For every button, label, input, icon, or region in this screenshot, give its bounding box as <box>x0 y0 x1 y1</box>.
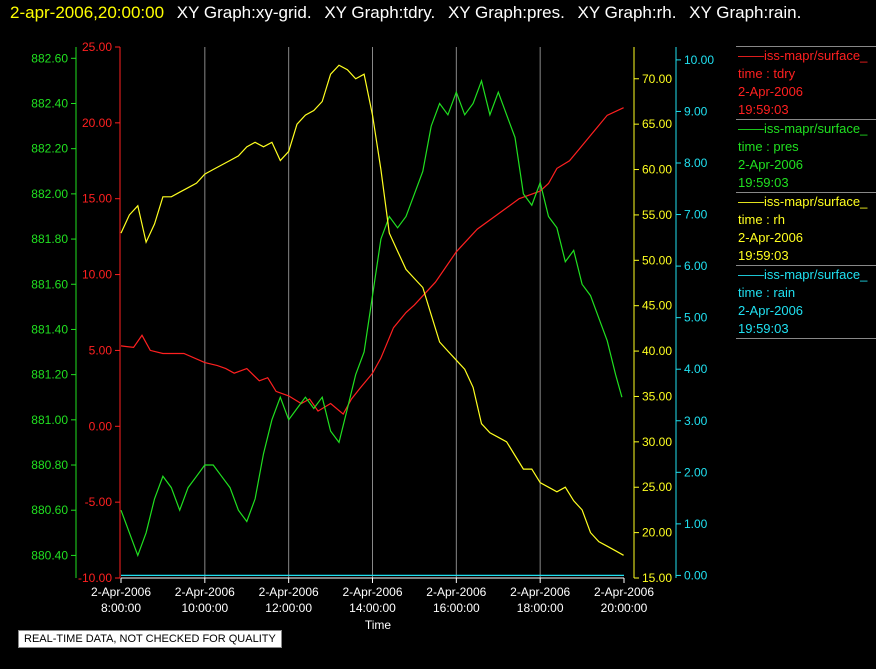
pres-tick-label: 881.80 <box>31 232 68 246</box>
pres-tick-label: 880.60 <box>31 503 68 517</box>
rh-tick-label: 25.00 <box>642 480 672 494</box>
graph-title-tdry: XY Graph:tdry. <box>324 3 436 22</box>
quality-disclaimer: REAL-TIME DATA, NOT CHECKED FOR QUALITY <box>18 630 282 648</box>
pres-tick-label: 882.60 <box>31 51 68 65</box>
legend-entry-tdry[interactable]: ——iss-mapr/surface_ time : tdry 2-Apr-20… <box>736 46 876 119</box>
tdry-tick-label: -10.00 <box>78 571 112 585</box>
rain-tick-label: 3.00 <box>684 414 708 428</box>
legend-date: 2-Apr-2006 <box>738 84 804 99</box>
legend-series-name: iss-mapr/surface_ <box>764 267 868 282</box>
x-tick-label-date: 2-Apr-2006 <box>91 585 151 599</box>
chart-axes: 2-Apr-2006 8:00:00 2-Apr-2006 10:00:00 2-Apr… <box>31 40 714 615</box>
rh-tick-label: 45.00 <box>642 299 672 313</box>
legend-var: time : rh <box>738 212 785 227</box>
rh-tick-label: 70.00 <box>642 72 672 86</box>
pres-tick-label: 882.40 <box>31 96 68 110</box>
graph-title-pres: XY Graph:pres. <box>447 3 565 22</box>
graph-title-xy-grid: XY Graph:xy-grid. <box>176 3 312 22</box>
x-tick-label-time: 14:00:00 <box>349 601 396 615</box>
rh-tick-label: 55.00 <box>642 208 672 222</box>
rain-tick-label: 10.00 <box>684 53 714 67</box>
rain-tick-label: 5.00 <box>684 311 708 325</box>
legend-series-name: iss-mapr/surface_ <box>764 194 868 209</box>
x-tick-label-time: 16:00:00 <box>433 601 480 615</box>
chart-series <box>120 64 624 577</box>
legend-entry-pres[interactable]: ——iss-mapr/surface_ time : pres 2-Apr-20… <box>736 119 876 192</box>
graph-title-rain: XY Graph:rain. <box>689 3 802 22</box>
x-tick-label-time: 18:00:00 <box>517 601 564 615</box>
x-tick-label-date: 2-Apr-2006 <box>342 585 402 599</box>
pres-tick-label: 882.00 <box>31 187 68 201</box>
pres-tick-label: 881.40 <box>31 322 68 336</box>
pres-tick-label: 881.20 <box>31 368 68 382</box>
rain-tick-label: 0.00 <box>684 568 708 582</box>
pres-tick-label: 881.60 <box>31 277 68 291</box>
tdry-tick-label: 25.00 <box>82 40 112 54</box>
x-tick-label-date: 2-Apr-2006 <box>175 585 235 599</box>
legend-date: 2-Apr-2006 <box>738 303 804 318</box>
legend-series-name: iss-mapr/surface_ <box>764 121 868 136</box>
tdry-tick-label: 5.00 <box>89 343 113 357</box>
rain-tick-label: 9.00 <box>684 104 708 118</box>
pres-tick-label: 880.80 <box>31 458 68 472</box>
legend-swatch: —— <box>738 121 764 136</box>
rh-tick-label: 35.00 <box>642 389 672 403</box>
rh-tick-label: 65.00 <box>642 117 672 131</box>
legend-swatch: —— <box>738 194 764 209</box>
legend: ——iss-mapr/surface_ time : tdry 2-Apr-20… <box>736 46 876 339</box>
rain-tick-label: 6.00 <box>684 259 708 273</box>
rh-tick-label: 20.00 <box>642 526 672 540</box>
legend-time: 19:59:03 <box>738 175 789 190</box>
pres-tick-label: 881.00 <box>31 413 68 427</box>
legend-var: time : rain <box>738 285 796 300</box>
legend-time: 19:59:03 <box>738 248 789 263</box>
x-tick-label-date: 2-Apr-2006 <box>594 585 654 599</box>
tdry-tick-label: 20.00 <box>82 116 112 130</box>
series-line-pres <box>120 78 623 558</box>
tdry-tick-label: 0.00 <box>89 419 113 433</box>
rh-tick-label: 15.00 <box>642 571 672 585</box>
x-axis-label: Time <box>365 618 392 632</box>
x-tick-label-date: 2-Apr-2006 <box>426 585 486 599</box>
pres-tick-label: 882.20 <box>31 142 68 156</box>
x-tick-label-time: 8:00:00 <box>101 601 141 615</box>
rain-tick-label: 8.00 <box>684 156 708 170</box>
legend-series-name: iss-mapr/surface_ <box>764 48 868 63</box>
legend-swatch: —— <box>738 267 764 282</box>
legend-var: time : tdry <box>738 66 796 81</box>
series-line-rh <box>120 64 624 556</box>
legend-date: 2-Apr-2006 <box>738 230 804 245</box>
vertical-grid <box>204 47 541 578</box>
tdry-tick-label: 15.00 <box>82 192 112 206</box>
header-timestamp: 2-apr-2006,20:00:00 <box>10 3 165 22</box>
rain-tick-label: 7.00 <box>684 208 708 222</box>
legend-date: 2-Apr-2006 <box>738 157 804 172</box>
legend-entry-rain[interactable]: ——iss-mapr/surface_ time : rain 2-Apr-20… <box>736 265 876 339</box>
rh-tick-label: 60.00 <box>642 163 672 177</box>
tdry-tick-label: -5.00 <box>85 495 113 509</box>
legend-entry-rh[interactable]: ——iss-mapr/surface_ time : rh 2-Apr-2006… <box>736 192 876 265</box>
x-tick-label-date: 2-Apr-2006 <box>510 585 570 599</box>
rain-tick-label: 4.00 <box>684 362 708 376</box>
legend-swatch: —— <box>738 48 764 63</box>
legend-var: time : pres <box>738 139 799 154</box>
legend-time: 19:59:03 <box>738 321 789 336</box>
x-tick-label-time: 20:00:00 <box>601 601 648 615</box>
rh-tick-label: 40.00 <box>642 344 672 358</box>
rain-tick-label: 2.00 <box>684 465 708 479</box>
tdry-tick-label: 10.00 <box>82 268 112 282</box>
legend-time: 19:59:03 <box>738 102 789 117</box>
x-tick-label-date: 2-Apr-2006 <box>259 585 319 599</box>
graph-header: 2-apr-2006,20:00:00 XY Graph:xy-grid. XY… <box>10 3 801 23</box>
rh-tick-label: 50.00 <box>642 253 672 267</box>
x-tick-label-time: 12:00:00 <box>265 601 312 615</box>
graph-title-rh: XY Graph:rh. <box>577 3 677 22</box>
rh-tick-label: 30.00 <box>642 435 672 449</box>
x-tick-label-time: 10:00:00 <box>181 601 228 615</box>
rain-tick-label: 1.00 <box>684 517 708 531</box>
pres-tick-label: 880.40 <box>31 548 68 562</box>
